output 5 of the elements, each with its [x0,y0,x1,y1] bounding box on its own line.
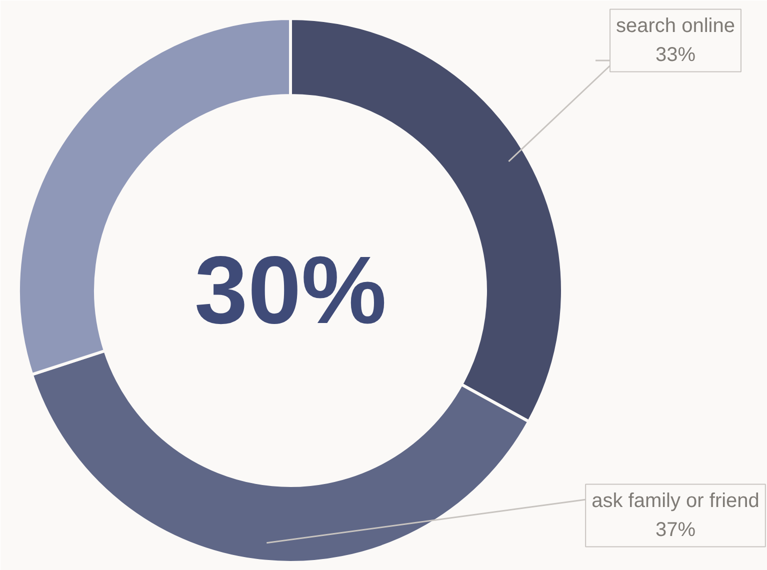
text: 30% [194,237,387,344]
slice-label: ask family or friend [592,490,760,512]
slice-label: search online [616,15,735,38]
data-label: 33% [655,44,696,66]
data-label: 37% [655,518,696,541]
